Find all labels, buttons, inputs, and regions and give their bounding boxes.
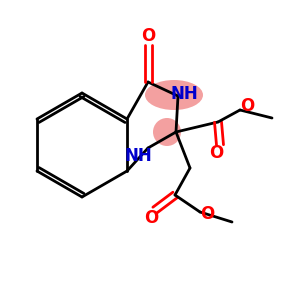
Ellipse shape (153, 118, 181, 146)
Text: NH: NH (170, 85, 198, 103)
Ellipse shape (145, 80, 203, 110)
Text: O: O (141, 27, 155, 45)
Text: O: O (200, 205, 214, 223)
Text: O: O (240, 97, 254, 115)
Text: O: O (209, 144, 223, 162)
Text: O: O (144, 209, 158, 227)
Text: NH: NH (124, 147, 152, 165)
